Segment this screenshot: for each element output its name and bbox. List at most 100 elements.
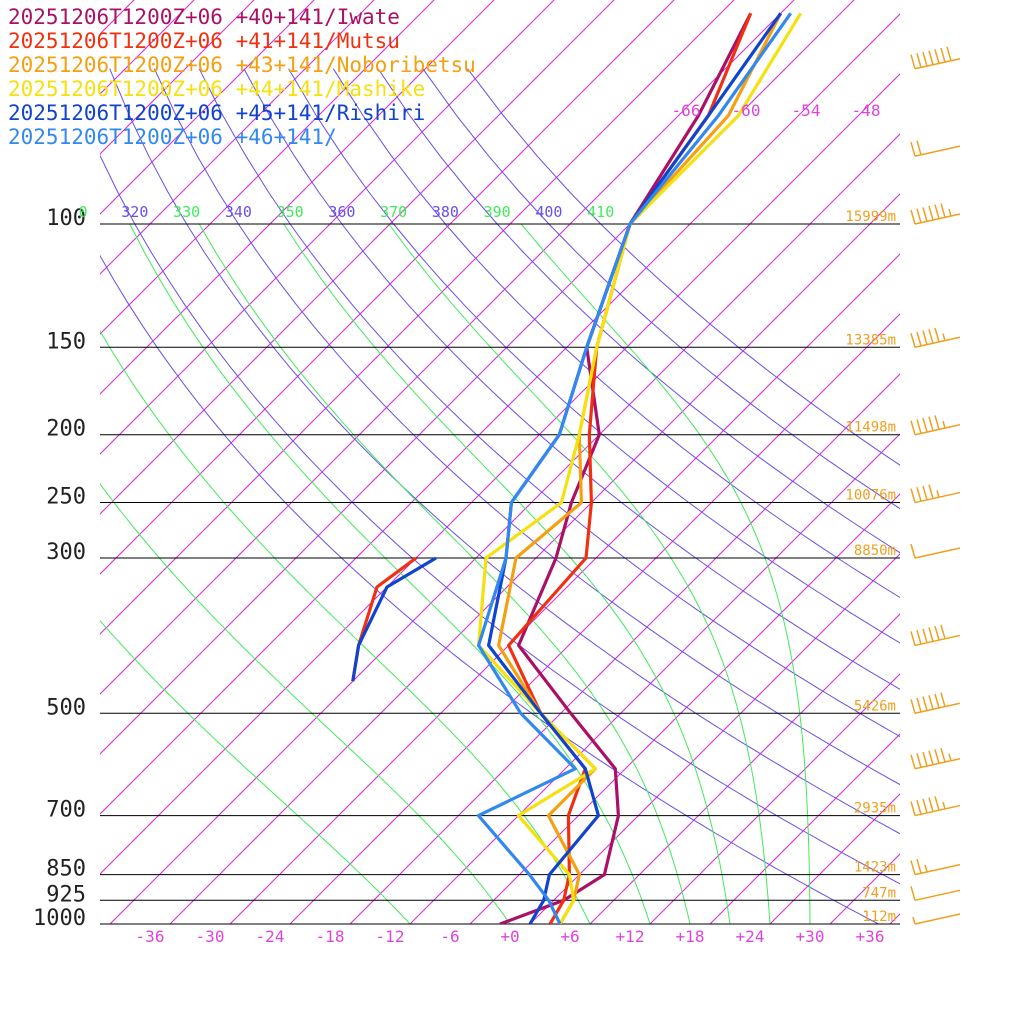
profile-line <box>497 12 783 924</box>
upper-temperature-label: -66 <box>672 101 701 120</box>
barb-staff <box>914 547 961 559</box>
barb-half <box>942 420 946 429</box>
barb-flag <box>928 695 934 710</box>
wind-barb <box>910 543 961 559</box>
barb-staff <box>914 57 961 70</box>
barb-staff <box>914 863 961 876</box>
theta-label: 400 <box>535 203 562 221</box>
wind-barb <box>910 46 961 70</box>
barb-half <box>948 208 952 217</box>
pressure-label: 700 <box>46 798 86 823</box>
barb-flag <box>910 420 916 435</box>
theta-label: 350 <box>277 203 304 221</box>
wind-barb <box>910 859 961 876</box>
barb-flag <box>934 204 940 219</box>
pressure-label: 1000 <box>33 906 86 931</box>
isotherm-line <box>709 733 900 924</box>
wind-barb <box>910 624 961 647</box>
isotherm-line <box>529 553 900 924</box>
theta-label: 390 <box>484 203 511 221</box>
barb-flag <box>916 208 922 223</box>
barb-flag <box>934 415 940 430</box>
barb-flag <box>916 419 922 434</box>
barb-staff <box>914 145 961 157</box>
dry-adiabat <box>422 68 900 510</box>
profile-line <box>507 12 753 924</box>
barb-flag <box>916 629 922 645</box>
dry-adiabat <box>100 254 879 924</box>
pressure-label: 150 <box>46 329 86 354</box>
upper-temperature-label: -54 <box>792 101 821 120</box>
barb-flag <box>922 485 928 501</box>
isotherm-line <box>469 493 900 924</box>
barb-staff <box>914 804 961 817</box>
pressure-label: 300 <box>46 540 86 565</box>
barb-flag <box>922 628 928 644</box>
isotherm-line <box>649 673 900 924</box>
isotherm-line <box>100 0 555 455</box>
legend-entry: 20251206T1200Z+06 +43+141/Noboribetsu <box>8 53 476 77</box>
legend: 20251206T1200Z+06 +40+141/Iwate20251206T… <box>8 5 476 149</box>
dry-adiabat <box>100 154 900 885</box>
dry-adiabat <box>332 68 900 599</box>
isotherm-line <box>109 133 900 924</box>
barb-flag <box>934 49 940 64</box>
isotherm-line <box>100 0 255 155</box>
barb-flag <box>934 327 940 343</box>
barb-flag <box>928 205 934 221</box>
wind-barb <box>910 692 961 715</box>
theta-label: 410 <box>587 203 614 221</box>
barb-flag <box>916 53 922 68</box>
temperature-tick-label: +12 <box>616 927 645 946</box>
barb-staff <box>914 757 961 770</box>
dry-adiabat <box>109 68 900 835</box>
temperature-tick-label: -6 <box>440 927 459 946</box>
barb-flag <box>928 416 934 431</box>
barb-flag <box>910 801 916 816</box>
barb-flag <box>928 50 934 65</box>
barb-flag <box>910 699 916 714</box>
isotherm-line <box>100 0 315 215</box>
dry-adiabat <box>377 68 900 554</box>
barb-flag <box>916 331 922 347</box>
barb-flag <box>922 207 928 222</box>
temperature-tick-label: +0 <box>500 927 519 946</box>
temperature-tick-label: +36 <box>856 927 885 946</box>
dry-adiabat <box>288 68 900 644</box>
pressure-label: 200 <box>46 417 86 442</box>
barb-staff <box>914 913 961 925</box>
temperature-profiles <box>351 12 803 924</box>
height-label: 10076m <box>845 488 896 504</box>
temperature-tick-label: +24 <box>736 927 765 946</box>
barb-flag <box>940 203 946 218</box>
barb-flag <box>910 488 916 503</box>
height-label: 5426m <box>854 698 896 714</box>
moist-adiabat <box>283 223 731 924</box>
barb-half <box>942 801 946 810</box>
height-label: 112m <box>862 909 896 925</box>
temperature-tick-label: +30 <box>796 927 825 946</box>
legend-entry: 20251206T1200Z+06 +44+141/Mashike <box>8 77 425 101</box>
isotherm-line <box>100 0 795 695</box>
isotherm-line <box>829 853 900 924</box>
height-label: 15999m <box>845 209 896 225</box>
theta-label: 0 <box>79 203 88 221</box>
barb-flag <box>940 747 946 763</box>
wind-barb <box>910 140 961 157</box>
wind-barb <box>910 203 961 225</box>
barb-half <box>942 333 946 341</box>
pressure-label: 850 <box>46 857 86 882</box>
barb-flag <box>910 886 916 901</box>
theta-label: 370 <box>380 203 407 221</box>
legend-entry: 20251206T1200Z+06 +45+141/Rishiri <box>8 101 425 125</box>
barb-flag <box>910 209 916 225</box>
isotherm-line <box>100 13 900 815</box>
dry-adiabat <box>467 68 900 466</box>
height-label: 1423m <box>854 860 896 876</box>
barb-flag <box>928 329 934 344</box>
barb-flag <box>910 54 916 69</box>
barb-flag <box>934 796 940 811</box>
profile-line <box>477 12 803 924</box>
